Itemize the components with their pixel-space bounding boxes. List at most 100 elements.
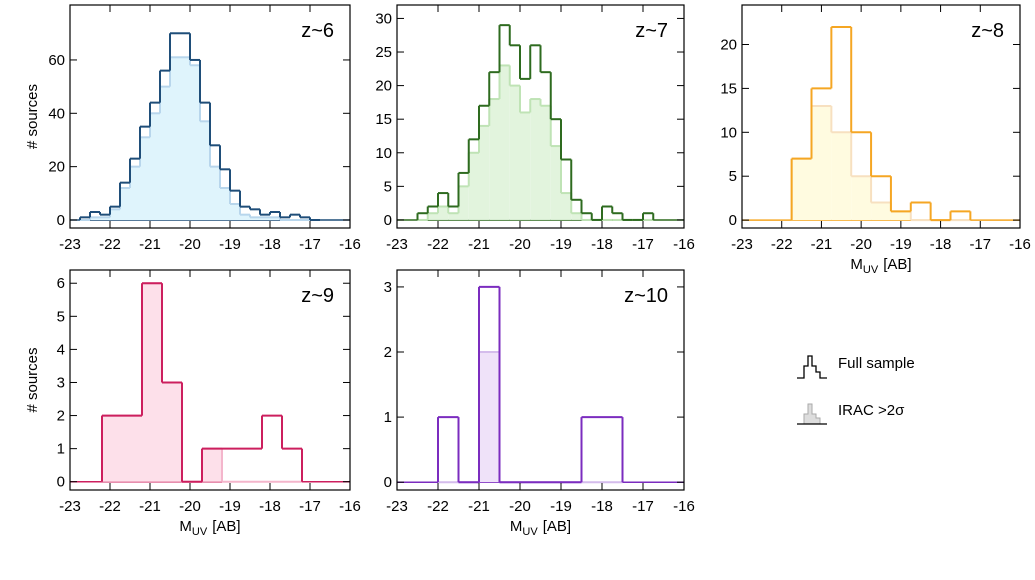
irac-bin <box>479 125 490 220</box>
irac-bin <box>200 121 210 220</box>
irac-bin <box>122 415 142 482</box>
x-tick-label: -23 <box>59 236 81 253</box>
irac-bin <box>140 137 150 220</box>
legend-icon-irac <box>803 403 821 425</box>
irac-bin <box>170 57 180 220</box>
irac-bin <box>438 206 449 220</box>
y-tick-label: 0 <box>384 474 392 491</box>
irac-bin <box>90 217 100 220</box>
x-axis-label-rest: [AB] <box>543 518 571 535</box>
irac-bin <box>150 113 160 220</box>
x-tick-label: -20 <box>179 498 201 515</box>
irac-bin <box>489 99 500 220</box>
irac-bin <box>240 214 250 220</box>
y-tick-label: 10 <box>375 145 392 162</box>
y-tick-label: 60 <box>48 52 65 69</box>
panel: -23 -22 -21 -20 -19 -18 -17 -16 0 20 40 60 z~6 # sour… <box>24 4 361 253</box>
irac-bin <box>162 382 182 482</box>
irac-bin <box>202 448 222 482</box>
x-tick-label: -23 <box>59 498 81 515</box>
irac-bin <box>851 176 872 221</box>
y-tick-label: 15 <box>375 111 392 128</box>
irac-bin <box>250 217 260 220</box>
irac-bin <box>448 213 459 220</box>
legend-icon-full <box>797 355 827 379</box>
y-tick-label: 1 <box>384 409 392 426</box>
axes-frame <box>741 4 1021 229</box>
y-tick-label: 20 <box>720 37 737 54</box>
irac-bin <box>530 99 541 220</box>
y-tick-label: 3 <box>384 279 392 296</box>
x-tick-label: -23 <box>731 236 753 253</box>
axes-frame <box>396 4 685 229</box>
irac-bin <box>831 132 852 221</box>
x-tick-label: -18 <box>591 236 613 253</box>
x-axis-label-sub: UV <box>192 526 208 538</box>
x-tick-label: -16 <box>1009 236 1031 253</box>
irac-bin <box>791 158 812 221</box>
x-tick-label: -20 <box>850 236 872 253</box>
y-tick-label: 30 <box>375 10 392 27</box>
x-tick-label: -18 <box>259 236 281 253</box>
x-tick-label: -23 <box>386 498 408 515</box>
legend-label: IRAC >2σ <box>838 402 905 419</box>
panel-title: z~10 <box>624 285 668 307</box>
x-tick-label: -16 <box>339 498 361 515</box>
x-tick-label: -18 <box>259 498 281 515</box>
irac-bin <box>160 86 170 220</box>
x-axis-label-rest: [AB] <box>883 256 911 273</box>
irac-bin <box>110 209 120 220</box>
y-tick-label: 10 <box>720 124 737 141</box>
y-tick-label: 25 <box>375 44 392 61</box>
x-axis-label: MUV [AB] <box>850 256 911 276</box>
axes-frame <box>69 4 351 229</box>
irac-bin <box>811 105 832 221</box>
panel: -23 -22 -21 -20 -19 -18 -17 -16 0 1 2 3 4 5 6 z~9 # sour… <box>24 269 361 538</box>
irac-bin <box>468 152 479 220</box>
irac-bin <box>561 193 572 220</box>
irac-bin <box>130 166 140 220</box>
x-tick-label: -19 <box>219 498 241 515</box>
y-tick-label: 5 <box>57 308 65 325</box>
x-tick-label: -22 <box>771 236 793 253</box>
x-axis-label: MUV [AB] <box>510 518 571 538</box>
irac-bin <box>220 187 230 220</box>
irac-bin <box>520 112 531 220</box>
irac-bin <box>100 217 110 220</box>
x-tick-label: -19 <box>890 236 912 253</box>
irac-bin <box>230 203 240 220</box>
panel-title: z~7 <box>635 20 668 42</box>
x-tick-label: -16 <box>339 236 361 253</box>
irac-bin <box>270 217 280 220</box>
x-tick-label: -21 <box>468 498 490 515</box>
x-axis-label-main: M <box>179 518 192 535</box>
irac-bin <box>180 57 190 220</box>
x-tick-label: -17 <box>632 498 654 515</box>
x-axis-label-main: M <box>850 256 863 273</box>
irac-bin <box>190 65 200 220</box>
x-tick-label: -21 <box>811 236 833 253</box>
y-tick-label: 5 <box>729 168 737 185</box>
irac-bin <box>890 211 911 221</box>
y-tick-label: 6 <box>57 275 65 292</box>
irac-bin <box>260 217 270 220</box>
x-tick-label: -20 <box>509 236 531 253</box>
x-tick-label: -20 <box>179 236 201 253</box>
x-axis-label-rest: [AB] <box>212 518 240 535</box>
irac-bin <box>102 415 122 482</box>
panel-title: z~9 <box>301 285 334 307</box>
y-tick-label: 20 <box>48 159 65 176</box>
irac-bin <box>499 65 510 220</box>
x-tick-label: -18 <box>591 498 613 515</box>
x-tick-label: -17 <box>969 236 991 253</box>
irac-bin <box>120 187 130 220</box>
y-tick-label: 1 <box>57 441 65 458</box>
x-tick-label: -19 <box>550 236 572 253</box>
y-axis-label: # sources <box>24 347 41 412</box>
x-tick-label: -18 <box>930 236 952 253</box>
y-tick-label: 2 <box>57 408 65 425</box>
axes-frame <box>396 269 685 491</box>
x-tick-label: -22 <box>427 498 449 515</box>
x-tick-label: -16 <box>673 236 695 253</box>
